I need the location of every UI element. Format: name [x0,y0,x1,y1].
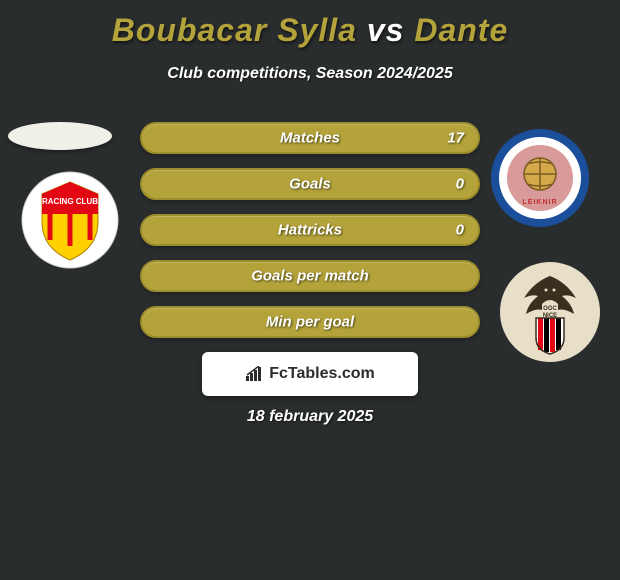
stat-label: Matches [280,130,340,147]
lens-logo-icon: RACING CLUB [20,170,120,270]
stat-bars: Matches 17 Goals 0 Hattricks 0 Goals per… [140,122,480,352]
stat-bar-gpm: Goals per match [140,260,480,292]
subtitle: Club competitions, Season 2024/2025 [0,65,620,83]
club-badge-leiknir: LEIKNIR [490,128,590,228]
stat-value-right: 0 [456,176,464,193]
svg-text:LEIKNIR: LEIKNIR [523,199,558,206]
player2-name: Dante [414,12,508,48]
stat-value-right: 0 [456,222,464,239]
stat-label: Hattricks [278,222,342,239]
brand-text: FcTables.com [269,365,375,383]
svg-text:OGC: OGC [543,306,557,312]
vs-text: vs [367,12,405,48]
stat-bar-mpg: Min per goal [140,306,480,338]
stat-label: Min per goal [266,314,354,331]
stat-label: Goals [289,176,331,193]
stat-bar-matches: Matches 17 [140,122,480,154]
stat-bar-hattricks: Hattricks 0 [140,214,480,246]
date-text: 18 february 2025 [0,408,620,426]
nice-logo-icon: OGC NICE [498,260,602,364]
stat-label: Goals per match [251,268,369,285]
svg-text:RACING CLUB: RACING CLUB [42,197,98,206]
club-badge-nice: OGC NICE [498,260,602,364]
brand-box: FcTables.com [202,352,418,396]
leiknir-logo-icon: LEIKNIR [490,128,590,228]
chart-icon [245,366,265,382]
player1-name: Boubacar Sylla [112,12,357,48]
stat-bar-goals: Goals 0 [140,168,480,200]
club-badge-lens: RACING CLUB [20,170,120,270]
stat-value-right: 17 [447,130,464,147]
player1-photo-placeholder [8,122,112,150]
page-title: Boubacar Sylla vs Dante [0,0,620,49]
